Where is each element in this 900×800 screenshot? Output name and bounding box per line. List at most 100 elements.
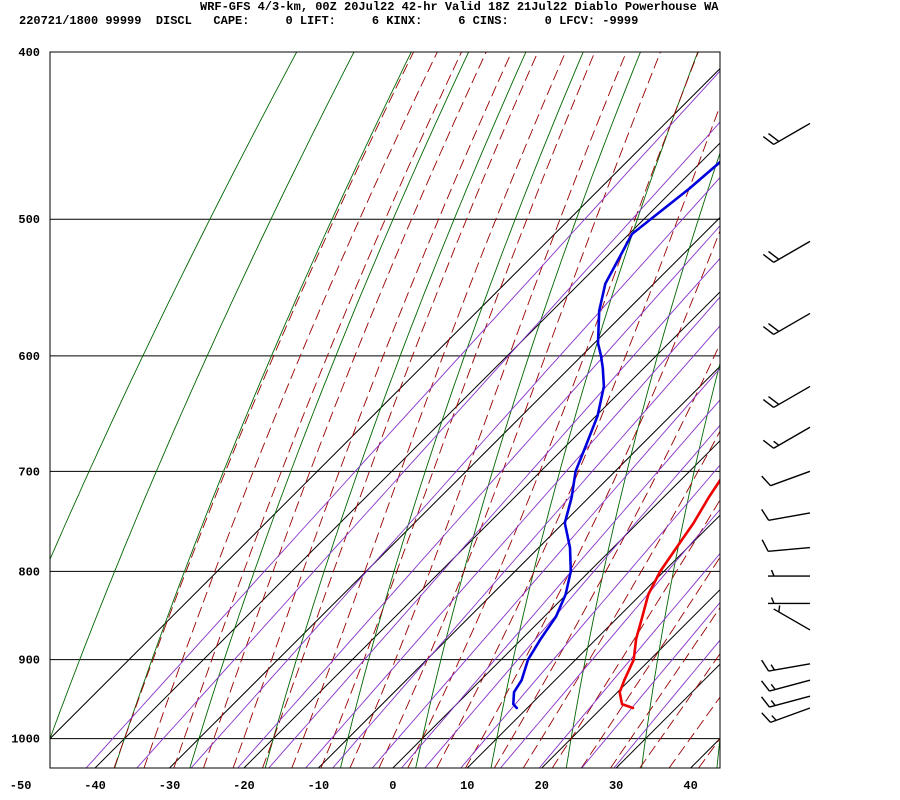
moist-adiabat-line	[610, 606, 720, 768]
wind-barb-half-feather	[770, 699, 776, 706]
moist-adiabat-line	[232, 52, 513, 768]
moist-adiabat-line	[291, 52, 566, 768]
moist-adiabat-line	[728, 52, 900, 768]
dry-adiabat-line	[264, 52, 527, 768]
moist-adiabat-line	[113, 52, 414, 768]
moist-adiabat-line	[551, 499, 720, 768]
wind-barb-half-feather	[770, 664, 776, 671]
dry-adiabat-line	[50, 52, 298, 561]
mixing-ratio-line	[305, 296, 720, 768]
moist-adiabat-line	[698, 737, 720, 768]
isotherm-line	[466, 514, 720, 768]
temperature-tick-label: -40	[84, 779, 106, 793]
wind-barb-half-feather	[770, 683, 776, 690]
plot-frame	[49, 51, 721, 769]
mixing-ratio-line	[581, 601, 720, 768]
wind-barb	[768, 569, 810, 577]
moist-adiabat-line	[378, 52, 661, 768]
dry-adiabat-line	[114, 52, 412, 768]
isotherm-line	[169, 216, 720, 768]
wind-barb-half-feather	[773, 440, 780, 446]
thermo-background-lines	[50, 52, 900, 768]
pressure-tick-label: 900	[18, 654, 40, 668]
wind-barb-feather	[761, 659, 770, 672]
moist-adiabat-line	[203, 52, 487, 768]
temperature-tick-label: 20	[535, 779, 549, 793]
dry-adiabat-line	[867, 52, 900, 768]
isotherm-line	[690, 737, 720, 768]
mixing-ratio-line	[190, 176, 720, 768]
wind-barb-feather	[762, 439, 775, 449]
moist-adiabat-line	[580, 556, 720, 768]
wind-barb-staff	[773, 240, 811, 263]
wind-barb-staff	[773, 122, 811, 146]
wind-barb-column	[760, 122, 811, 724]
wind-barb	[768, 597, 810, 605]
mixing-ratio-line	[460, 464, 720, 768]
wind-barb-staff	[768, 546, 811, 552]
wind-barb	[762, 122, 811, 146]
isotherm-line	[541, 589, 720, 768]
sounding-profiles	[511, 160, 720, 710]
temperature-profile-line	[618, 478, 720, 710]
wind-barb-feather	[762, 135, 775, 145]
pressure-tick-label: 1000	[11, 733, 40, 747]
dewpoint-profile-line	[511, 160, 720, 710]
pressure-tick-label: 500	[18, 213, 40, 227]
wind-barb-feather	[762, 253, 775, 263]
mixing-ratio-line	[332, 325, 720, 768]
wind-barb	[761, 659, 811, 672]
wind-barb-feather	[768, 395, 780, 405]
pressure-tick-label: 600	[18, 350, 40, 364]
mixing-ratio-line	[401, 399, 720, 768]
wind-barb-staff	[770, 470, 811, 487]
wind-barb-feather	[768, 322, 780, 332]
chart-title: WRF-GFS 4/3-km, 00Z 20Jul22 42-hr Valid …	[200, 0, 719, 14]
wind-barb-feather	[761, 539, 769, 552]
wind-barb	[762, 385, 811, 409]
wind-barb-feather	[761, 475, 772, 487]
wind-barb-staff	[768, 512, 811, 521]
wind-barb-feather	[760, 680, 770, 692]
pressure-tick-label: 400	[18, 46, 40, 60]
wind-barb	[762, 240, 811, 263]
moist-adiabat-line	[493, 342, 720, 768]
dry-adiabat-line	[641, 361, 720, 768]
wind-barb-half-feather	[770, 597, 775, 604]
moist-adiabat-line	[143, 52, 438, 768]
wind-barb	[761, 508, 811, 521]
dry-adiabat-line	[490, 52, 699, 768]
temperature-tick-label: -30	[159, 779, 181, 793]
moist-adiabat-line	[173, 52, 462, 768]
wind-barb-staff	[768, 663, 811, 672]
mixing-ratio-line	[371, 367, 720, 768]
moist-adiabat-line	[262, 52, 539, 768]
wind-barb	[762, 426, 811, 449]
temperature-tick-label: 40	[683, 779, 697, 793]
moist-adiabat-line	[407, 52, 699, 768]
wind-barb-half-feather	[770, 569, 775, 577]
wind-barb-staff	[769, 695, 811, 708]
axis-tick-labels: 400 500 600 700 800 900 1000 -50 -40 -30 -20 -10 0 10…	[10, 46, 698, 793]
mixing-ratio-line	[237, 225, 720, 768]
wind-barb-feather	[762, 398, 775, 408]
mixing-ratio-line	[85, 70, 720, 768]
mixing-ratio-line	[538, 552, 720, 768]
moist-adiabat-line	[320, 52, 596, 768]
wind-barb	[762, 312, 811, 336]
wind-barb-feather	[768, 132, 780, 142]
dry-adiabat-line	[792, 52, 900, 768]
moist-adiabat-line	[436, 104, 720, 768]
dry-adiabat-line	[716, 734, 720, 768]
dry-adiabat-line	[565, 151, 720, 768]
temperature-tick-label: 30	[609, 779, 623, 793]
mixing-ratio-line	[136, 121, 720, 768]
wind-barb-staff	[769, 679, 811, 692]
pressure-tick-label: 800	[18, 565, 40, 579]
moist-adiabat-line	[639, 653, 720, 768]
moist-adiabat-line	[465, 229, 720, 768]
isotherm-line	[318, 365, 720, 768]
temperature-tick-label: -20	[233, 779, 255, 793]
wind-barb-staff	[773, 312, 811, 336]
